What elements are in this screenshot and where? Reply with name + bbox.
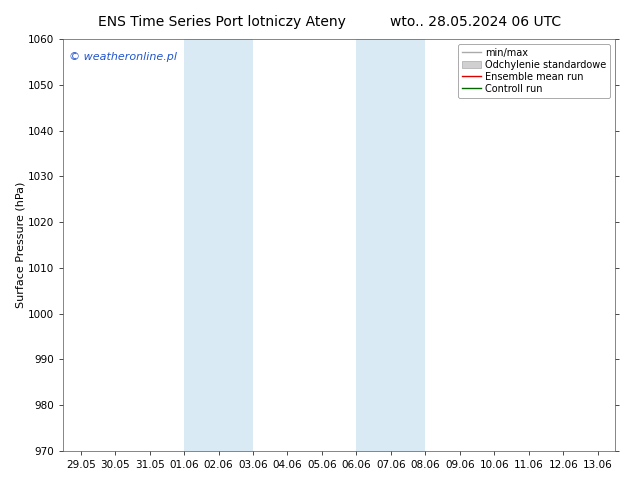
Y-axis label: Surface Pressure (hPa): Surface Pressure (hPa) [15,182,25,308]
Text: © weatheronline.pl: © weatheronline.pl [69,51,177,62]
Legend: min/max, Odchylenie standardowe, Ensemble mean run, Controll run: min/max, Odchylenie standardowe, Ensembl… [458,44,610,98]
Bar [356,39,425,451]
Text: ENS Time Series Port lotniczy Ateny: ENS Time Series Port lotniczy Ateny [98,15,346,29]
Bar [184,39,253,451]
Text: wto.. 28.05.2024 06 UTC: wto.. 28.05.2024 06 UTC [390,15,561,29]
